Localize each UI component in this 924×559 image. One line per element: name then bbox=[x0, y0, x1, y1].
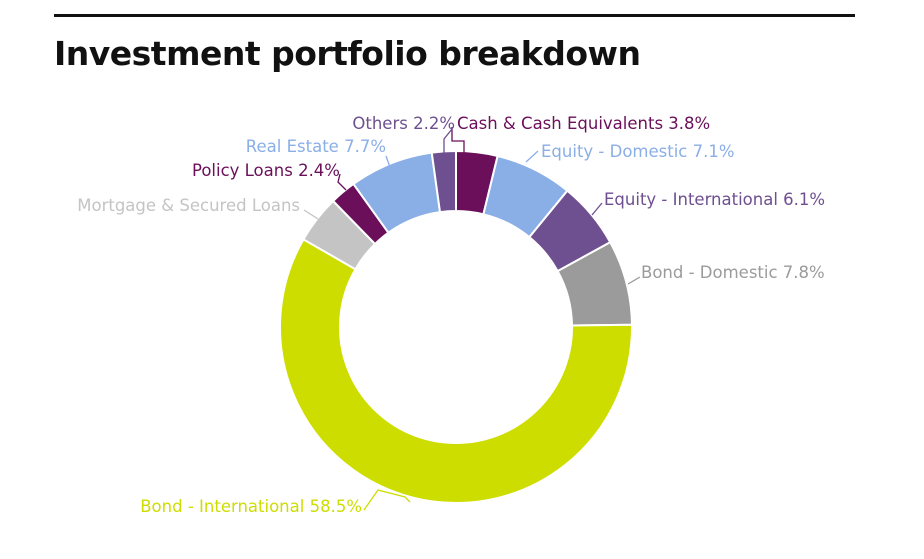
slice-label: Bond - International 58.5% bbox=[140, 497, 362, 516]
leader-line bbox=[385, 155, 392, 171]
slice-label: Equity - International 6.1% bbox=[604, 190, 825, 209]
chart-title: Investment portfolio breakdown bbox=[54, 34, 641, 73]
leader-line bbox=[303, 209, 319, 220]
slice-label: Others 2.2% bbox=[352, 114, 455, 133]
leader-line bbox=[443, 128, 453, 153]
leader-line bbox=[525, 150, 539, 163]
leader-line bbox=[363, 489, 411, 511]
leader-line bbox=[337, 173, 347, 191]
slice-label: Mortgage & Secured Loans bbox=[77, 196, 300, 215]
slice-label: Bond - Domestic 7.8% bbox=[641, 263, 825, 282]
leader-line bbox=[451, 127, 465, 153]
slice-label: Policy Loans 2.4% bbox=[192, 161, 340, 180]
donut-slice[interactable] bbox=[430, 149, 457, 214]
donut-slice[interactable] bbox=[279, 237, 633, 504]
leader-line bbox=[627, 276, 641, 285]
slice-label: Equity - Domestic 7.1% bbox=[541, 142, 735, 161]
top-rule bbox=[54, 14, 855, 17]
slice-label: Cash & Cash Equivalents 3.8% bbox=[457, 114, 710, 133]
leader-line bbox=[591, 202, 603, 216]
slice-label: Real Estate 7.7% bbox=[246, 137, 386, 156]
